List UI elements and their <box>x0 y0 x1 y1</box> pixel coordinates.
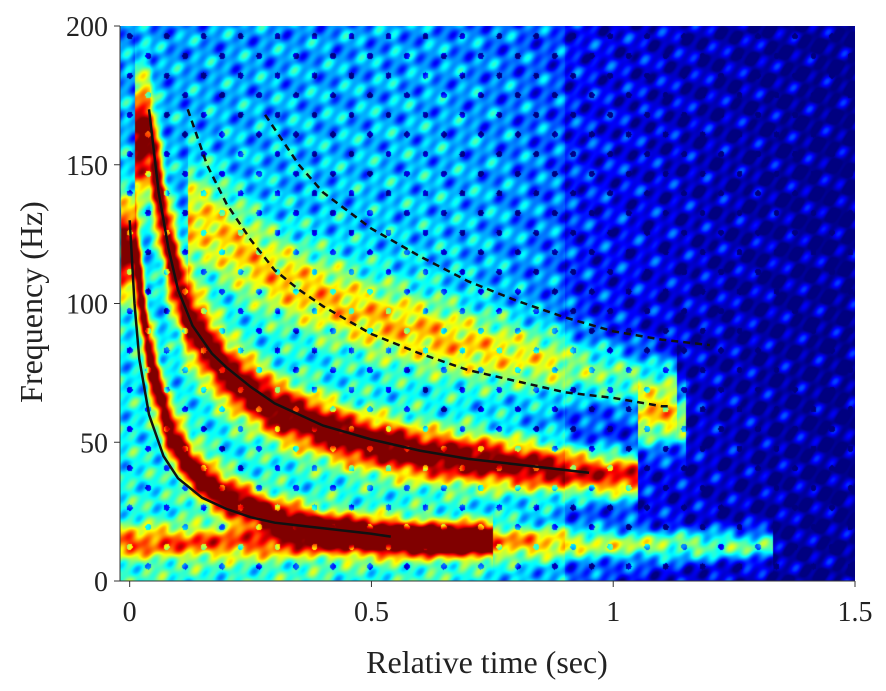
dashed-curve-3 <box>186 108 672 408</box>
y-tick-label: 50 <box>80 428 108 459</box>
x-tick-label: 0.5 <box>354 597 389 628</box>
heatmap-image <box>120 26 855 581</box>
x-axis-title: Relative time (sec) <box>366 644 608 680</box>
y-tick-label: 0 <box>94 567 108 598</box>
dashed-curve-4 <box>264 114 711 347</box>
solid-curve-2 <box>147 109 590 475</box>
y-tick-label: 200 <box>66 12 108 43</box>
axes: 0 0.5 1 1.5 0 50 100 150 200 <box>66 12 873 628</box>
solid-curve-1 <box>128 220 391 538</box>
y-axis-title: Frequency (Hz) <box>13 201 49 403</box>
x-tick-label: 1 <box>606 597 620 628</box>
x-tick-label: 1.5 <box>838 597 873 628</box>
x-tick-label: 0 <box>123 597 137 628</box>
y-tick-label: 100 <box>66 290 108 321</box>
y-tick-label: 150 <box>66 151 108 182</box>
fitted-curves <box>128 108 711 538</box>
spectrogram-heatmap <box>120 26 855 581</box>
